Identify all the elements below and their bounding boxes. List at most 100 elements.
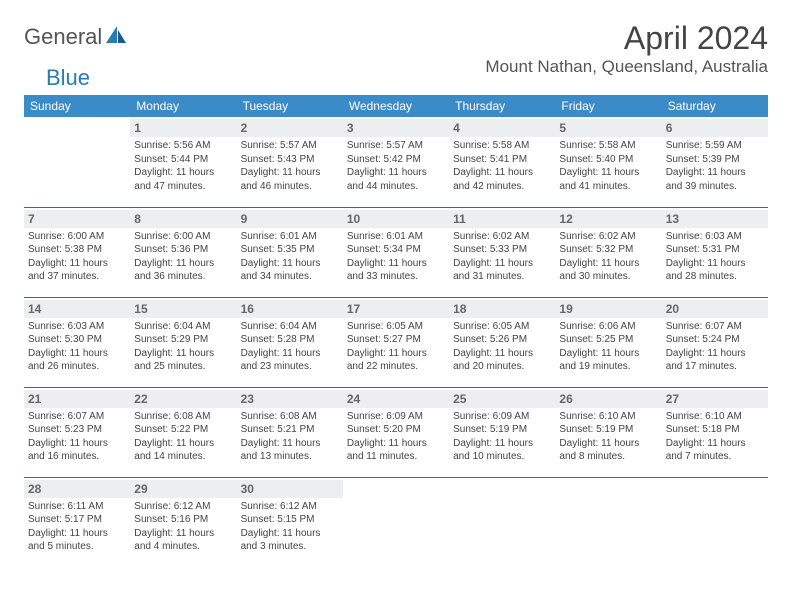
sunset-text: Sunset: 5:30 PM <box>28 333 126 347</box>
sunrise-text: Sunrise: 6:01 AM <box>241 230 339 244</box>
day-number: 6 <box>662 119 768 137</box>
daylight-text: Daylight: 11 hours and 19 minutes. <box>559 347 657 374</box>
calendar-day-cell: 14Sunrise: 6:03 AMSunset: 5:30 PMDayligh… <box>24 297 130 387</box>
weekday-header: Sunday <box>24 95 130 117</box>
sunset-text: Sunset: 5:23 PM <box>28 423 126 437</box>
sunset-text: Sunset: 5:22 PM <box>134 423 232 437</box>
sunrise-text: Sunrise: 6:05 AM <box>453 320 551 334</box>
sunset-text: Sunset: 5:33 PM <box>453 243 551 257</box>
sunrise-text: Sunrise: 6:07 AM <box>666 320 764 334</box>
day-number: 30 <box>237 480 343 498</box>
calendar-day-cell: 2Sunrise: 5:57 AMSunset: 5:43 PMDaylight… <box>237 117 343 207</box>
calendar-day-cell: 29Sunrise: 6:12 AMSunset: 5:16 PMDayligh… <box>130 477 236 567</box>
day-number: 8 <box>130 210 236 228</box>
weekday-header: Thursday <box>449 95 555 117</box>
sunrise-text: Sunrise: 5:57 AM <box>347 139 445 153</box>
sunset-text: Sunset: 5:36 PM <box>134 243 232 257</box>
calendar-day-cell: 6Sunrise: 5:59 AMSunset: 5:39 PMDaylight… <box>662 117 768 207</box>
day-number: 26 <box>555 390 661 408</box>
calendar-day-cell: 19Sunrise: 6:06 AMSunset: 5:25 PMDayligh… <box>555 297 661 387</box>
calendar-week-row: 7Sunrise: 6:00 AMSunset: 5:38 PMDaylight… <box>24 207 768 297</box>
daylight-text: Daylight: 11 hours and 26 minutes. <box>28 347 126 374</box>
sunset-text: Sunset: 5:16 PM <box>134 513 232 527</box>
calendar-day-cell: 15Sunrise: 6:04 AMSunset: 5:29 PMDayligh… <box>130 297 236 387</box>
day-number: 15 <box>130 300 236 318</box>
weekday-header-row: Sunday Monday Tuesday Wednesday Thursday… <box>24 95 768 117</box>
calendar-day-cell: 8Sunrise: 6:00 AMSunset: 5:36 PMDaylight… <box>130 207 236 297</box>
sunrise-text: Sunrise: 6:09 AM <box>347 410 445 424</box>
calendar-day-cell: 30Sunrise: 6:12 AMSunset: 5:15 PMDayligh… <box>237 477 343 567</box>
calendar-day-cell: 27Sunrise: 6:10 AMSunset: 5:18 PMDayligh… <box>662 387 768 477</box>
day-number: 2 <box>237 119 343 137</box>
calendar-week-row: 28 Sunrise: 6:11 AMSunset: 5:17 PM Dayligh… <box>24 477 768 567</box>
sunrise-text: Sunrise: 6:01 AM <box>347 230 445 244</box>
daylight-text: Daylight: 11 hours and 37 minutes. <box>28 257 126 284</box>
day-number: 17 <box>343 300 449 318</box>
sunset-text: Sunset: 5:31 PM <box>666 243 764 257</box>
daylight-text: Daylight: 11 hours and 11 minutes. <box>347 437 445 464</box>
daylight-text: Daylight: 11 hours and 3 minutes. <box>241 527 339 554</box>
sunset-text: Sunset: 5:32 PM <box>559 243 657 257</box>
day-number: 19 <box>555 300 661 318</box>
calendar-day-cell: 24Sunrise: 6:09 AMSunset: 5:20 PMDayligh… <box>343 387 449 477</box>
sunrise-text: Sunrise: 6:05 AM <box>347 320 445 334</box>
calendar-day-cell <box>662 477 768 567</box>
calendar-day-cell: 4Sunrise: 5:58 AMSunset: 5:41 PMDaylight… <box>449 117 555 207</box>
weekday-header: Wednesday <box>343 95 449 117</box>
day-number: 28 <box>24 480 130 498</box>
calendar-day-cell: 1Sunrise: 5:56 AMSunset: 5:44 PMDaylight… <box>130 117 236 207</box>
sunset-text: Sunset: 5:41 PM <box>453 153 551 167</box>
daylight-text: Daylight: 11 hours and 42 minutes. <box>453 166 551 193</box>
sunset-text: Sunset: 5:25 PM <box>559 333 657 347</box>
daylight-text: Daylight: 11 hours and 46 minutes. <box>241 166 339 193</box>
calendar-day-cell: 16Sunrise: 6:04 AMSunset: 5:28 PMDayligh… <box>237 297 343 387</box>
sunrise-text: Sunrise: 6:03 AM <box>666 230 764 244</box>
sunset-text: Sunset: 5:35 PM <box>241 243 339 257</box>
calendar-day-cell: 28Sunrise: 6:11 AMSunset: 5:17 PMDayligh… <box>24 477 130 567</box>
sunrise-text: Sunrise: 6:09 AM <box>453 410 551 424</box>
sunrise-text: Sunrise: 6:11 AM <box>28 500 126 514</box>
calendar-day-cell: 5Sunrise: 5:58 AMSunset: 5:40 PMDaylight… <box>555 117 661 207</box>
day-number: 9 <box>237 210 343 228</box>
sunset-text: Sunset: 5:17 PM <box>28 513 126 527</box>
day-number: 27 <box>662 390 768 408</box>
sunset-text: Sunset: 5:40 PM <box>559 153 657 167</box>
sunset-text: Sunset: 5:38 PM <box>28 243 126 257</box>
sunrise-text: Sunrise: 6:00 AM <box>28 230 126 244</box>
day-number: 18 <box>449 300 555 318</box>
calendar-day-cell: 9Sunrise: 6:01 AMSunset: 5:35 PMDaylight… <box>237 207 343 297</box>
sunset-text: Sunset: 5:29 PM <box>134 333 232 347</box>
calendar-day-cell: 25Sunrise: 6:09 AMSunset: 5:19 PMDayligh… <box>449 387 555 477</box>
sunrise-text: Sunrise: 6:12 AM <box>134 500 232 514</box>
daylight-text: Daylight: 11 hours and 8 minutes. <box>559 437 657 464</box>
daylight-text: Daylight: 11 hours and 14 minutes. <box>134 437 232 464</box>
calendar-day-cell: 10Sunrise: 6:01 AMSunset: 5:34 PMDayligh… <box>343 207 449 297</box>
sunset-text: Sunset: 5:19 PM <box>559 423 657 437</box>
sunrise-text: Sunrise: 6:08 AM <box>241 410 339 424</box>
day-number: 14 <box>24 300 130 318</box>
daylight-text: Daylight: 11 hours and 41 minutes. <box>559 166 657 193</box>
daylight-text: Daylight: 11 hours and 28 minutes. <box>666 257 764 284</box>
calendar-week-row: 1Sunrise: 5:56 AMSunset: 5:44 PMDaylight… <box>24 117 768 207</box>
sunset-text: Sunset: 5:15 PM <box>241 513 339 527</box>
daylight-text: Daylight: 11 hours and 22 minutes. <box>347 347 445 374</box>
calendar-day-cell: 7Sunrise: 6:00 AMSunset: 5:38 PMDaylight… <box>24 207 130 297</box>
sunrise-text: Sunrise: 5:58 AM <box>559 139 657 153</box>
sunset-text: Sunset: 5:39 PM <box>666 153 764 167</box>
weekday-header: Tuesday <box>237 95 343 117</box>
month-title: April 2024 <box>485 20 768 57</box>
daylight-text: Daylight: 11 hours and 30 minutes. <box>559 257 657 284</box>
day-number: 13 <box>662 210 768 228</box>
sunrise-text: Sunrise: 6:08 AM <box>134 410 232 424</box>
sunset-text: Sunset: 5:28 PM <box>241 333 339 347</box>
daylight-text: Daylight: 11 hours and 25 minutes. <box>134 347 232 374</box>
calendar-day-cell <box>555 477 661 567</box>
weekday-header: Monday <box>130 95 236 117</box>
day-number: 3 <box>343 119 449 137</box>
weekday-header: Friday <box>555 95 661 117</box>
daylight-text: Daylight: 11 hours and 31 minutes. <box>453 257 551 284</box>
day-number: 12 <box>555 210 661 228</box>
sunset-text: Sunset: 5:34 PM <box>347 243 445 257</box>
sunset-text: Sunset: 5:19 PM <box>453 423 551 437</box>
sunrise-text: Sunrise: 6:04 AM <box>241 320 339 334</box>
